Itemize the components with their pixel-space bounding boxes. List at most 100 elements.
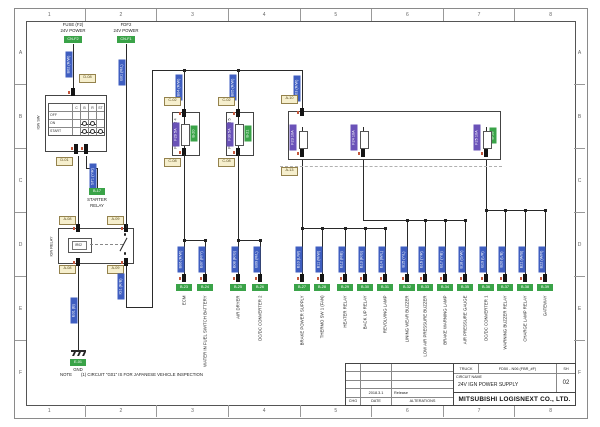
ground-prong (81, 352, 86, 356)
wire-label: ST1 (Y/R) (89, 163, 97, 189)
terminal (481, 274, 488, 282)
wire-label: E01 (B) (70, 297, 78, 323)
revision-table: 2018.3.1 Release CHG DATE ALTERATIONS (346, 364, 454, 406)
ign-switch-contact-table: C B R ST OFF ON START (48, 103, 105, 136)
fuse-symbol (235, 124, 244, 146)
connector-tag: C-08 (218, 158, 235, 167)
wire-label: B02 (R/W) (65, 51, 73, 77)
connector-tag: A-13 (281, 167, 298, 176)
branch-wire (385, 228, 386, 278)
connector-tag: B-32 (399, 284, 415, 291)
branch-wire (260, 240, 261, 278)
grid-col-label: 2 (86, 405, 158, 417)
terminal (121, 258, 128, 266)
connector-tag: B-29 (337, 284, 353, 291)
grid-col-label: 3 (157, 9, 229, 21)
sw-corner-cell (49, 104, 73, 111)
terminal (440, 274, 447, 282)
fuse-label: F23 10A (289, 124, 297, 151)
ground-prong (71, 352, 76, 356)
sw-col-header: B (81, 104, 89, 111)
branch-wire (365, 228, 366, 278)
wire-segment (363, 127, 364, 132)
component-name: GATEWAY (542, 295, 548, 316)
sheet-label: SH (556, 364, 575, 373)
sw-contact-cell (81, 120, 89, 127)
company-name: MITSUBISHI LOGISNEXT CO., LTD. (458, 395, 571, 403)
starter-relay-label: STARTER RELAY (87, 197, 107, 208)
terminal (540, 274, 547, 282)
sw-contact-cell (89, 128, 97, 135)
sw-contact-cell (73, 112, 81, 119)
power-connector-tag: CN-F2 (64, 36, 82, 43)
fuse-symbol (181, 124, 190, 146)
terminal (255, 274, 262, 282)
wire-label: B07 (R/Y) (198, 246, 206, 272)
sw-col-header: R (89, 104, 97, 111)
terminal (200, 274, 207, 282)
component-name: WATER IN FUEL SWITCH BATTERY (202, 295, 208, 367)
wire-segment (238, 114, 239, 126)
connector-tag: B-39 (537, 284, 553, 291)
wire-segment (184, 114, 185, 126)
grid-col-label: 8 (549, 12, 553, 18)
grid-col-label: 4 (229, 405, 301, 417)
note: NOTE (1) CIRCUIT "G01" IS FOR JAPANESE VE… (60, 372, 212, 377)
grid-row-label: D (574, 213, 585, 277)
wire-segment (486, 127, 487, 132)
junction-dot (259, 239, 262, 242)
grid-col-label: 6 (372, 405, 444, 417)
connector-tag: B-23 (176, 284, 192, 291)
sw-col-header: ST (98, 105, 103, 110)
fuse-label: F24 10A (350, 124, 358, 151)
terminal (481, 149, 488, 157)
connector-tag: E-01 (70, 359, 86, 366)
branch-wire (238, 240, 239, 278)
junction-dot (544, 209, 547, 212)
junction-dot (464, 219, 467, 222)
junction-dot (364, 227, 367, 230)
branch-wire (525, 210, 526, 278)
junction-dot (183, 239, 186, 242)
wire-segment (302, 158, 303, 228)
grid-col-label: 1 (14, 405, 86, 417)
sw-contact-cell (73, 120, 81, 127)
sw-contact-cell (97, 112, 104, 119)
sw-contact-cell (73, 128, 81, 135)
wire-segment (184, 240, 206, 241)
wire-label: B13 (R/G) (358, 246, 366, 272)
terminal (233, 148, 240, 156)
connector-tag: A-09 (107, 216, 124, 225)
grid-col-label: 5 (301, 405, 373, 417)
grid-row-label: C (15, 149, 26, 213)
connector-tag: B-31 (377, 284, 393, 291)
terminal (179, 148, 186, 156)
branch-wire (345, 228, 346, 278)
sw-position-row: ON (49, 119, 104, 127)
connector-tag: D-08 (79, 74, 96, 83)
grid-col-label: 1 (14, 9, 86, 21)
grid-row-label: D (15, 213, 26, 277)
branch-wire (545, 210, 546, 278)
fuse-holder-feed-wire (184, 70, 185, 112)
sw-col-header: C (73, 104, 81, 111)
component-name: WARNING BUZZER RELAY (502, 295, 508, 349)
fuse-holder-out-wire (184, 154, 185, 240)
junction-dot (424, 219, 427, 222)
junction-dot (444, 219, 447, 222)
sw-contact-circle (82, 129, 87, 134)
branch-wire (184, 240, 185, 278)
terminal (360, 274, 367, 282)
ground-label: GND (73, 367, 83, 372)
wire-segment (302, 70, 303, 113)
connector-tag: B-26 (252, 284, 268, 291)
wire-label: B12 (R/B) (338, 246, 346, 272)
fuse-label: F29 5A (172, 122, 180, 146)
component-name: REVOLVING LAMP (382, 295, 388, 333)
fuse-holder-feed-wire (238, 70, 239, 112)
connector-tag: B-20 (190, 125, 198, 141)
wire-segment (126, 262, 127, 308)
power-source-name: FDF2 (120, 22, 132, 27)
wire-label: B17 (Y/B) (438, 246, 446, 272)
